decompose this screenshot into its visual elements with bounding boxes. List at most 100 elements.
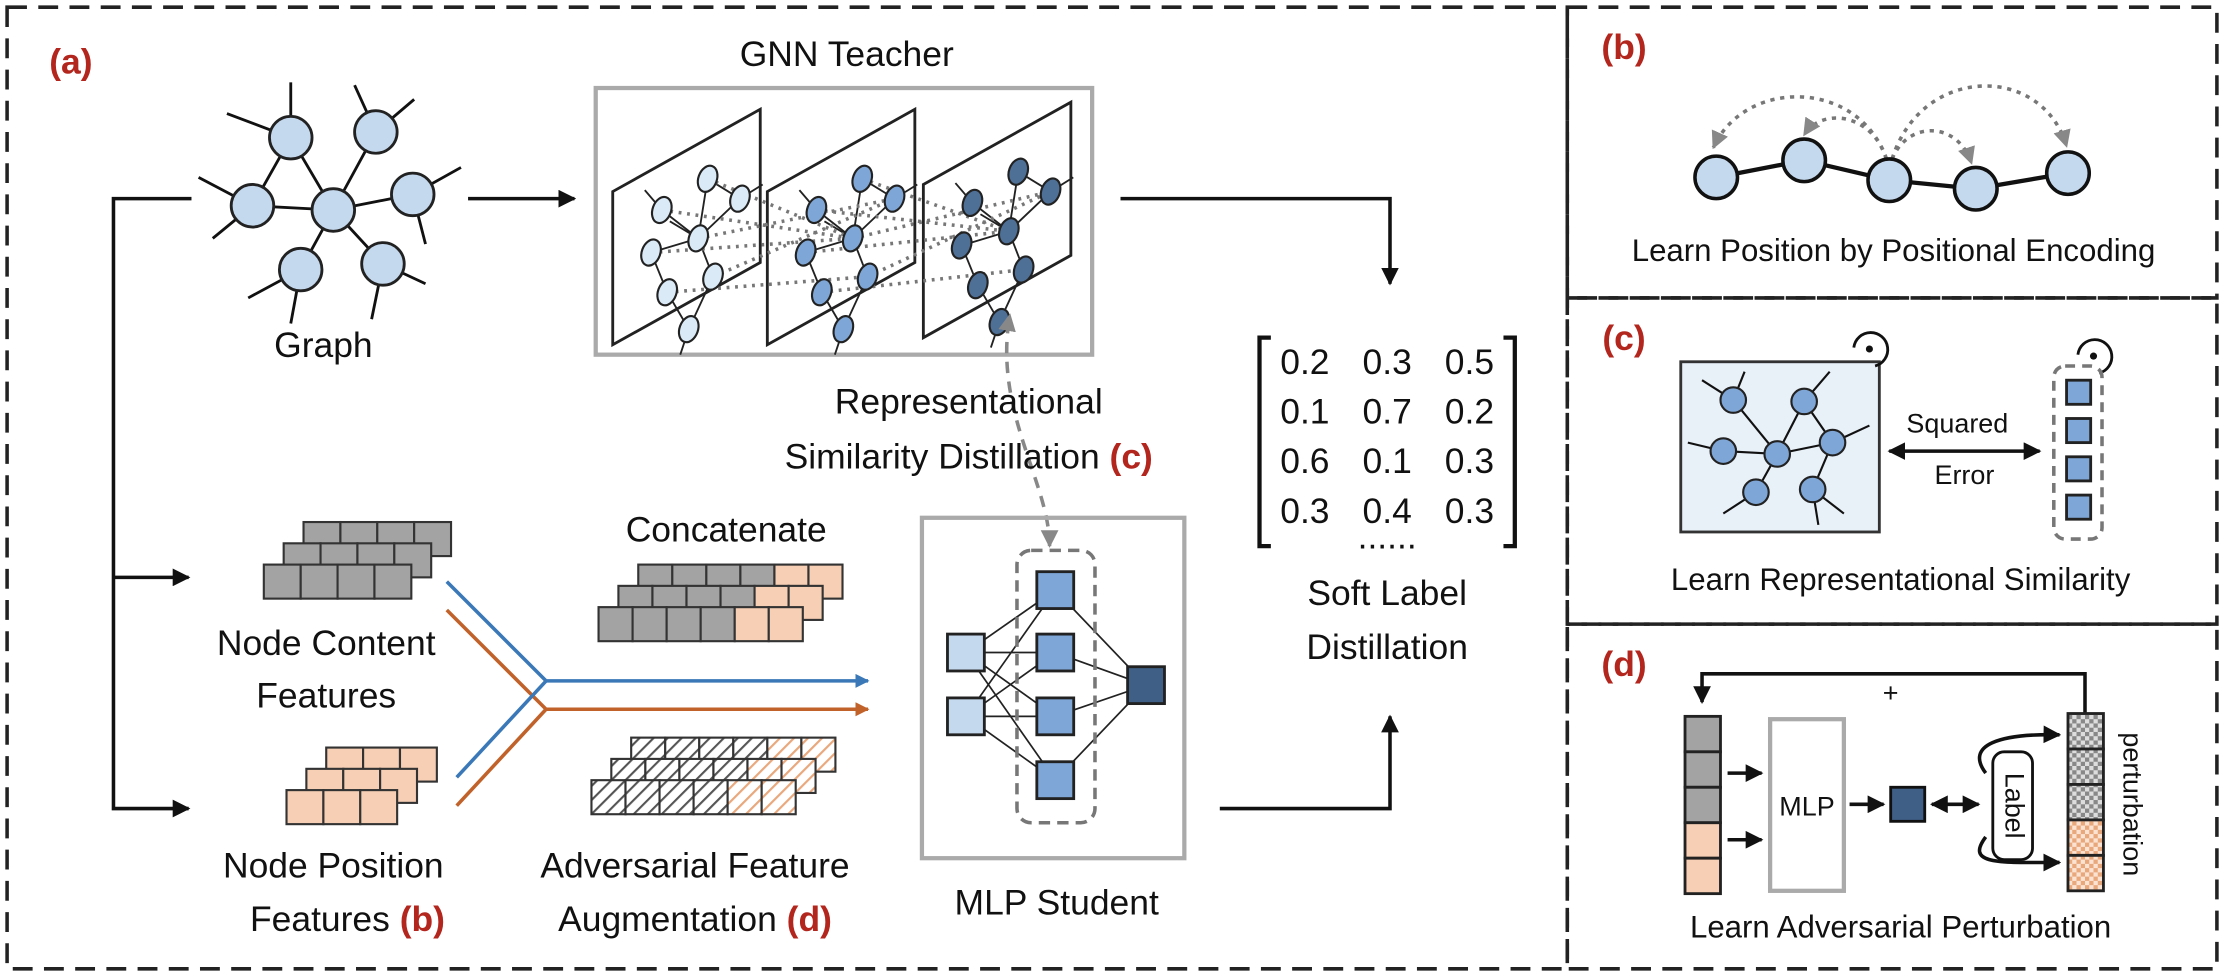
soft-label: Soft Label (1307, 573, 1467, 613)
gnn-layer (921, 99, 1073, 341)
perturbation-column (2066, 712, 2105, 893)
loop-dot (2089, 352, 2098, 360)
node (805, 195, 828, 225)
vector-frame (2052, 364, 2104, 541)
matrix-value: 0.3 (1445, 441, 1494, 481)
rsd-label: Similarity Distillation (c) (785, 437, 1153, 477)
neuron (1035, 570, 1076, 610)
matrix-value: 0.3 (1363, 342, 1412, 382)
feature-cell (692, 779, 729, 816)
node (2044, 150, 2092, 197)
node (961, 188, 984, 218)
node (310, 187, 357, 233)
node (268, 114, 314, 161)
node (702, 262, 724, 291)
node (841, 224, 864, 253)
output-node (1889, 785, 1927, 823)
matrix-value: 0.1 (1280, 392, 1329, 432)
gnn-layer (611, 106, 762, 348)
caption: Learn Adversarial Perturbation (1690, 909, 2111, 944)
node (1742, 478, 1770, 507)
label-text: Label (2000, 773, 2030, 839)
arrow (1219, 714, 1399, 811)
adv-label: Augmentation (d) (558, 899, 832, 939)
node (1709, 437, 1738, 465)
weight (965, 589, 1056, 717)
feature-cell (726, 779, 763, 816)
similarity-arrow (998, 313, 1059, 548)
panel-a: (a) GNN Teacher Graph Representational S… (49, 34, 1517, 939)
node (640, 238, 662, 267)
vector-cell (2065, 493, 2093, 521)
perturbation-cell (2066, 712, 2105, 751)
input-arrows (1727, 764, 1981, 849)
node (360, 241, 406, 287)
orange-line (455, 708, 548, 807)
feature-cell (767, 606, 804, 643)
feature-cell (1683, 750, 1722, 789)
self-loops (1852, 331, 2114, 375)
feature-cell (336, 563, 376, 600)
arrow (111, 196, 192, 818)
position-label: Node Position (223, 845, 444, 885)
graph-representation (1687, 371, 1870, 526)
position-label: Features (b) (250, 899, 445, 939)
node (1866, 157, 1913, 204)
node (1693, 154, 1740, 201)
neuron (1035, 696, 1076, 737)
feature-cell (760, 779, 797, 816)
matrix-brackets (1257, 335, 1517, 549)
vector-cell (2065, 417, 2093, 445)
student-box (919, 515, 1187, 861)
soft-label-matrix: 0.2 0.3 0.5 0.1 0.7 0.2 0.6 0.1 0.3 0.3 0.4 0.3 (1280, 342, 1494, 531)
panel-c: (c) Squared Error Learn Representational… (1602, 318, 2130, 597)
graph-label: Graph (274, 325, 373, 365)
panel-label: (a) (49, 41, 92, 81)
feature-cell (1683, 714, 1722, 754)
arrow (1977, 725, 2062, 775)
merge-lines (445, 580, 870, 807)
vector (2065, 378, 2093, 521)
gradient-arrows (1977, 725, 2062, 872)
loss-label: Error (1935, 460, 1995, 490)
feature-cell (624, 779, 661, 816)
gnn-layers (611, 99, 1074, 355)
feature-cell (1683, 821, 1722, 860)
node (997, 217, 1020, 246)
adv-ref: (d) (787, 899, 832, 939)
neuron (1035, 632, 1076, 673)
perturbation-cell (2066, 783, 2105, 822)
position-ref: (b) (400, 899, 445, 939)
node (1952, 165, 1999, 212)
mlp-network (946, 570, 1166, 801)
matrix-value: 0.6 (1280, 441, 1329, 481)
feature-cell (373, 563, 413, 600)
blue-line (455, 679, 548, 779)
neuron (946, 696, 986, 737)
caption: Learn Representational Similarity (1671, 562, 2131, 597)
content-label: Node Content (217, 623, 436, 663)
perturbation-cell (2066, 853, 2105, 893)
feature-blocks (262, 520, 844, 826)
panel-label: (b) (1601, 27, 1646, 67)
bracket (1503, 335, 1517, 549)
panel-b: (b) Learn Position by Positional Encodin… (1601, 27, 2155, 268)
node (1719, 386, 1748, 414)
vector-cell (2065, 455, 2093, 483)
feature-cell (665, 606, 702, 643)
node (856, 262, 879, 291)
teacher-box (593, 85, 1095, 357)
panel-label: (c) (1602, 318, 1645, 358)
message (706, 177, 854, 241)
matrix-value: 0.1 (1363, 441, 1412, 481)
node (677, 315, 700, 344)
panel-borders (5, 5, 2219, 971)
node (696, 164, 719, 193)
node (966, 271, 989, 300)
feature-cell (262, 563, 302, 600)
arc (1890, 128, 1975, 165)
feedback-arrow (1693, 672, 2087, 714)
feature-cell (299, 563, 339, 600)
panel-d: (d) + MLP Label perturbation Learn Adver… (1601, 644, 2147, 944)
node (1781, 137, 1828, 184)
